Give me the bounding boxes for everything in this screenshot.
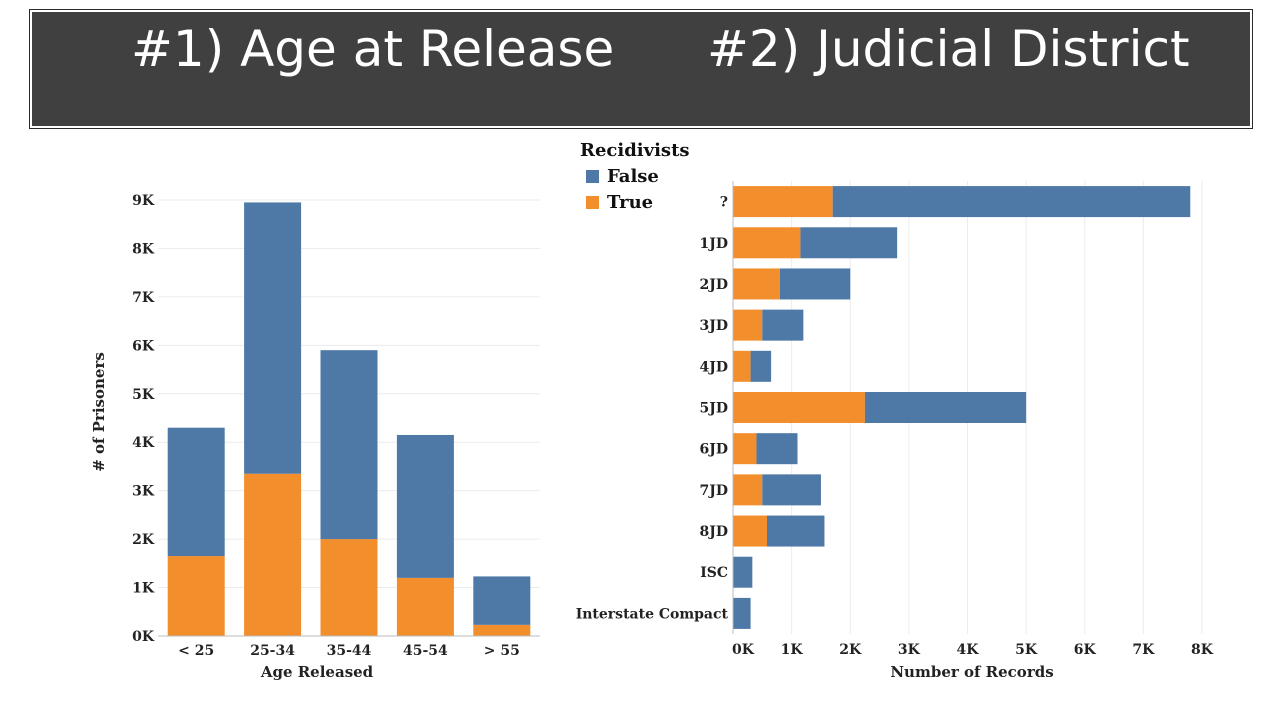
bar-district-7-false (762, 474, 821, 506)
bar-age-0-true (167, 556, 225, 636)
x2-tick-label-1: 1K (781, 642, 804, 658)
legend-item-true: True (580, 189, 690, 215)
x2-tick-label-6: 6K (1074, 642, 1097, 658)
y-tick-label-8: 8K (132, 241, 155, 257)
y-tick-label-6: 6K (132, 338, 155, 354)
bar-district-2-true (733, 268, 780, 300)
x2-tick-label-8: 8K (1191, 642, 1214, 658)
bar-district-3-false (762, 309, 804, 341)
y2-tick-label-8: 8JD (699, 524, 728, 540)
y2-tick-label-6: 6JD (699, 442, 728, 458)
bar-age-3-true (396, 577, 454, 636)
bar-district-2-false (779, 268, 851, 300)
bar-district-0-false (832, 186, 1191, 218)
x-tick-label-3: 45-54 (403, 643, 448, 659)
x2-tick-label-4: 4K (957, 642, 980, 658)
x2-tick-label-7: 7K (1132, 642, 1155, 658)
legend-item-false: False (580, 163, 690, 189)
bar-age-1-true (244, 473, 302, 636)
x2-tick-label-3: 3K (898, 642, 921, 658)
x-tick-label-4: > 55 (484, 643, 520, 659)
x-tick-label-0: < 25 (178, 643, 214, 659)
bar-district-9-false (733, 556, 753, 588)
y-tick-label-9: 9K (132, 193, 155, 209)
y-tick-label-0: 0K (132, 629, 155, 645)
legend-label-false: False (607, 165, 659, 187)
bar-district-1-true (733, 227, 801, 259)
bar-district-6-true (733, 433, 757, 465)
x-tick-label-2: 35-44 (327, 643, 372, 659)
bar-district-5-true (733, 392, 865, 423)
y2-tick-label-4: 4JD (699, 359, 728, 375)
y2-tick-label-10: Interstate Compact (576, 606, 729, 622)
bar-district-3-true (733, 309, 763, 341)
bar-age-0-false (167, 427, 225, 557)
x2-tick-label-0: 0K (732, 642, 755, 658)
bar-age-2-true (320, 539, 378, 636)
left-chart-title: #1) Age at Release (131, 20, 615, 78)
legend-label-true: True (607, 191, 654, 213)
bar-district-6-false (756, 433, 798, 465)
bar-age-4-false (473, 576, 531, 625)
bar-district-4-true (733, 350, 751, 382)
y-tick-label-3: 3K (132, 484, 155, 500)
bar-age-2-false (320, 350, 378, 540)
legend-swatch-false (586, 169, 599, 183)
y-tick-label-7: 7K (132, 290, 155, 306)
legend-title: Recidivists (580, 140, 690, 161)
y2-tick-label-1: 1JD (699, 236, 728, 252)
x2-tick-label-5: 5K (1015, 642, 1038, 658)
x2-axis-title: Number of Records (890, 663, 1053, 681)
y-tick-label-5: 5K (132, 387, 155, 403)
bar-district-0-true (733, 186, 833, 218)
y-tick-label-1: 1K (132, 581, 155, 597)
y2-tick-label-5: 5JD (699, 401, 728, 417)
title-banner (29, 9, 1253, 129)
bar-age-1-false (244, 202, 302, 474)
bar-district-8-true (733, 515, 768, 547)
y-axis-title: # of Prisoners (90, 352, 108, 472)
legend-swatch-true (586, 195, 599, 209)
bar-district-7-true (733, 474, 763, 506)
bar-district-4-false (750, 350, 772, 382)
x2-tick-label-2: 2K (839, 642, 862, 658)
y-tick-label-2: 2K (132, 532, 155, 548)
bar-district-10-false (733, 597, 751, 629)
y2-tick-label-7: 7JD (699, 483, 728, 499)
bar-district-1-false (800, 227, 898, 259)
y2-tick-label-3: 3JD (699, 318, 728, 334)
legend: Recidivists False True (580, 140, 690, 215)
y2-tick-label-9: ISC (700, 565, 728, 581)
x-axis-title: Age Released (260, 663, 374, 681)
bar-district-5-false (864, 392, 1027, 423)
bar-age-4-true (473, 624, 531, 636)
right-chart-title: #2) Judicial District (707, 20, 1190, 78)
bar-age-3-false (396, 434, 454, 578)
y-tick-label-4: 4K (132, 435, 155, 451)
x-tick-label-1: 25-34 (250, 643, 295, 659)
bar-district-8-false (767, 515, 825, 547)
y2-tick-label-2: 2JD (699, 277, 728, 293)
y2-tick-label-0: ? (720, 195, 728, 211)
